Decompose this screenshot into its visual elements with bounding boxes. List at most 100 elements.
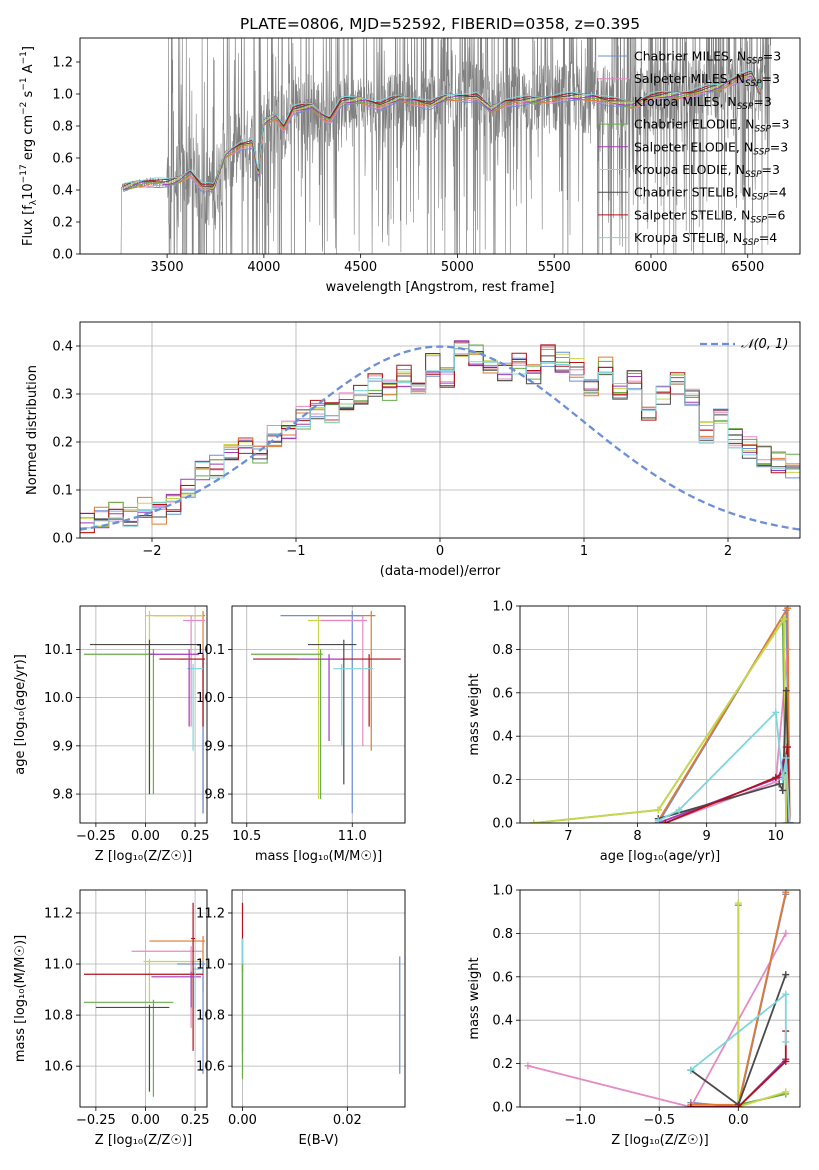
- figure-title: PLATE=0806, MJD=52592, FIBERID=0358, z=0…: [240, 15, 640, 33]
- legend-nssp-sub: SSP: [750, 215, 767, 225]
- y-tick-label: 0.4: [52, 184, 73, 199]
- x-tick-label: 4500: [344, 260, 377, 275]
- errorbar-point: [153, 610, 206, 814]
- errorbar-point: [151, 971, 202, 1008]
- y-axis-label-part: −1: [19, 77, 29, 90]
- errorbar-point: [297, 654, 342, 742]
- y-tick-label: 1.0: [52, 88, 73, 103]
- errorbar-point: [89, 639, 200, 795]
- errorbar-point: [179, 649, 206, 814]
- x-tick-label: 9: [703, 829, 711, 844]
- weight-marker: [530, 819, 538, 823]
- legend-model-name: Kroupa ELODIE: [634, 162, 728, 177]
- y-tick-label: 11.2: [44, 906, 73, 921]
- x-tick-label: 0.00: [228, 1113, 257, 1128]
- y-tick-label: 0.0: [52, 532, 73, 547]
- errorbar-point: [250, 649, 323, 799]
- x-tick-label: 1: [580, 544, 588, 559]
- panel-weight-vs-z: −1.0 −0.5 0.0 0.0 0.2 0.4 0.6 0.8 1.0 Z [log₁₀(Z/…: [467, 884, 801, 1148]
- x-axis-label: Z [log₁₀(Z/Z☉)]: [95, 1133, 192, 1148]
- axes-frame: [519, 889, 801, 1108]
- legend-nssp-sub: SSP: [752, 193, 769, 203]
- errorbar-point: [83, 971, 204, 1051]
- x-axis-label: Z [log₁₀(Z/Z☉)]: [95, 849, 192, 864]
- legend-model-name: Chabrier STELIB: [634, 185, 734, 200]
- legend-eq: =: [759, 230, 769, 245]
- legend-nssp-sub: SSP: [737, 102, 754, 112]
- y-tick-label: 10.8: [44, 1009, 73, 1024]
- spectrum-model-line: [123, 69, 763, 185]
- normal-curve: [80, 345, 800, 531]
- plot-area-weight-vs-z: [524, 890, 790, 1107]
- x-tick-label: 10.5: [232, 829, 261, 844]
- panel-age-vs-mass: 10.5 11.0 9.8 9.9 10.0 10.1 mass [log₁₀(M/M☉)]: [196, 605, 406, 864]
- weight-marker: [772, 773, 780, 781]
- legend-nssp-label: , N: [737, 117, 754, 132]
- y-axis-label-part: 10: [21, 183, 36, 200]
- y-axis-label: Normed distribution: [25, 365, 40, 495]
- y-axis-label: Flux [fλ10−17 erg cm−2 s−1 A−1]: [19, 46, 39, 246]
- x-tick-label: 11.0: [338, 829, 367, 844]
- x-tick-label: 6500: [731, 260, 764, 275]
- x-axis-label: wavelength [Angstrom, rest frame]: [326, 280, 555, 295]
- y-tick-label: 10.0: [44, 691, 73, 706]
- y-axis-label: mass weight: [467, 673, 482, 755]
- legend-nssp-sub: SSP: [742, 238, 759, 248]
- panel-weight-vs-age: 7 8 9 10 0.0 0.2 0.4 0.6 0.8 1.0 age [log₁₀(age/yr…: [467, 600, 801, 864]
- legend-nssp-value: 4: [779, 185, 787, 200]
- x-tick-label: 3500: [151, 260, 184, 275]
- weight-line: [527, 932, 787, 1107]
- x-axis-label: mass [log₁₀(M/M☉)]: [255, 849, 382, 864]
- plot-area-spectrum: [118, 38, 771, 254]
- weight-marker: [782, 754, 790, 762]
- x-tick-label: 7: [564, 829, 572, 844]
- weight-marker: [524, 1062, 532, 1070]
- legend-entry: Kroupa MILES, NSSP=3: [634, 94, 772, 112]
- weight-marker: [687, 1066, 695, 1074]
- errorbar-point: [191, 902, 196, 975]
- y-tick-label: 0.4: [492, 1014, 513, 1029]
- legend-entry: Kroupa ELODIE, NSSP=3: [634, 162, 780, 180]
- y-tick-label: 1.2: [52, 56, 73, 71]
- x-tick-label: 0.25: [181, 1113, 210, 1128]
- legend-entry: Chabrier STELIB, NSSP=4: [634, 185, 787, 203]
- x-tick-label: −1: [286, 544, 305, 559]
- legend-model-name: Kroupa STELIB: [634, 230, 725, 245]
- histogram-step: [80, 342, 800, 538]
- legend-nssp-value: 3: [780, 139, 788, 154]
- x-tick-label: −0.25: [76, 829, 116, 844]
- errorbar-point: [318, 610, 376, 751]
- weight-marker: [734, 899, 742, 907]
- legend-nssp-sub: SSP: [746, 57, 763, 67]
- y-axis-label-part: −2: [19, 102, 29, 115]
- weight-line: [737, 903, 787, 1107]
- errorbar-point: [280, 610, 363, 814]
- weight-marker: [782, 971, 790, 979]
- x-tick-label: 0: [436, 544, 444, 559]
- x-tick-label: 0.0: [728, 1113, 749, 1128]
- y-tick-label: 0.0: [492, 1101, 513, 1116]
- errorbar-point: [307, 615, 363, 799]
- legend-nssp-label: , N: [728, 71, 745, 86]
- legend-nssp-sub: SSP: [754, 125, 771, 135]
- plot-area-residuals: [80, 340, 800, 538]
- legend-nssp-label: , N: [733, 207, 750, 222]
- y-axis-label-part: ]: [21, 46, 36, 51]
- weight-marker: [775, 780, 783, 788]
- y-tick-label: 1.0: [492, 884, 513, 899]
- legend-nssp-label: , N: [734, 185, 751, 200]
- y-axis-label-part: −1: [19, 51, 29, 64]
- axes-frame: [231, 889, 406, 1108]
- legend-eq: =: [762, 162, 772, 177]
- weight-marker: [786, 819, 794, 823]
- x-axis-label: (data-model)/error: [380, 564, 501, 579]
- legend-nssp-value: 3: [764, 94, 772, 109]
- axes-frame: [79, 321, 801, 539]
- y-axis-label-part: λ: [29, 199, 39, 205]
- y-tick-label: 0.2: [492, 773, 513, 788]
- plot-area-age-vs-z: [83, 610, 206, 814]
- y-tick-label: 10.1: [44, 643, 73, 658]
- y-tick-label: 0.3: [52, 388, 73, 403]
- errorbar-point: [83, 649, 156, 795]
